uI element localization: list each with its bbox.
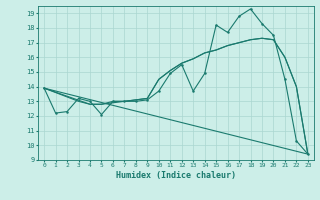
X-axis label: Humidex (Indice chaleur): Humidex (Indice chaleur) [116, 171, 236, 180]
